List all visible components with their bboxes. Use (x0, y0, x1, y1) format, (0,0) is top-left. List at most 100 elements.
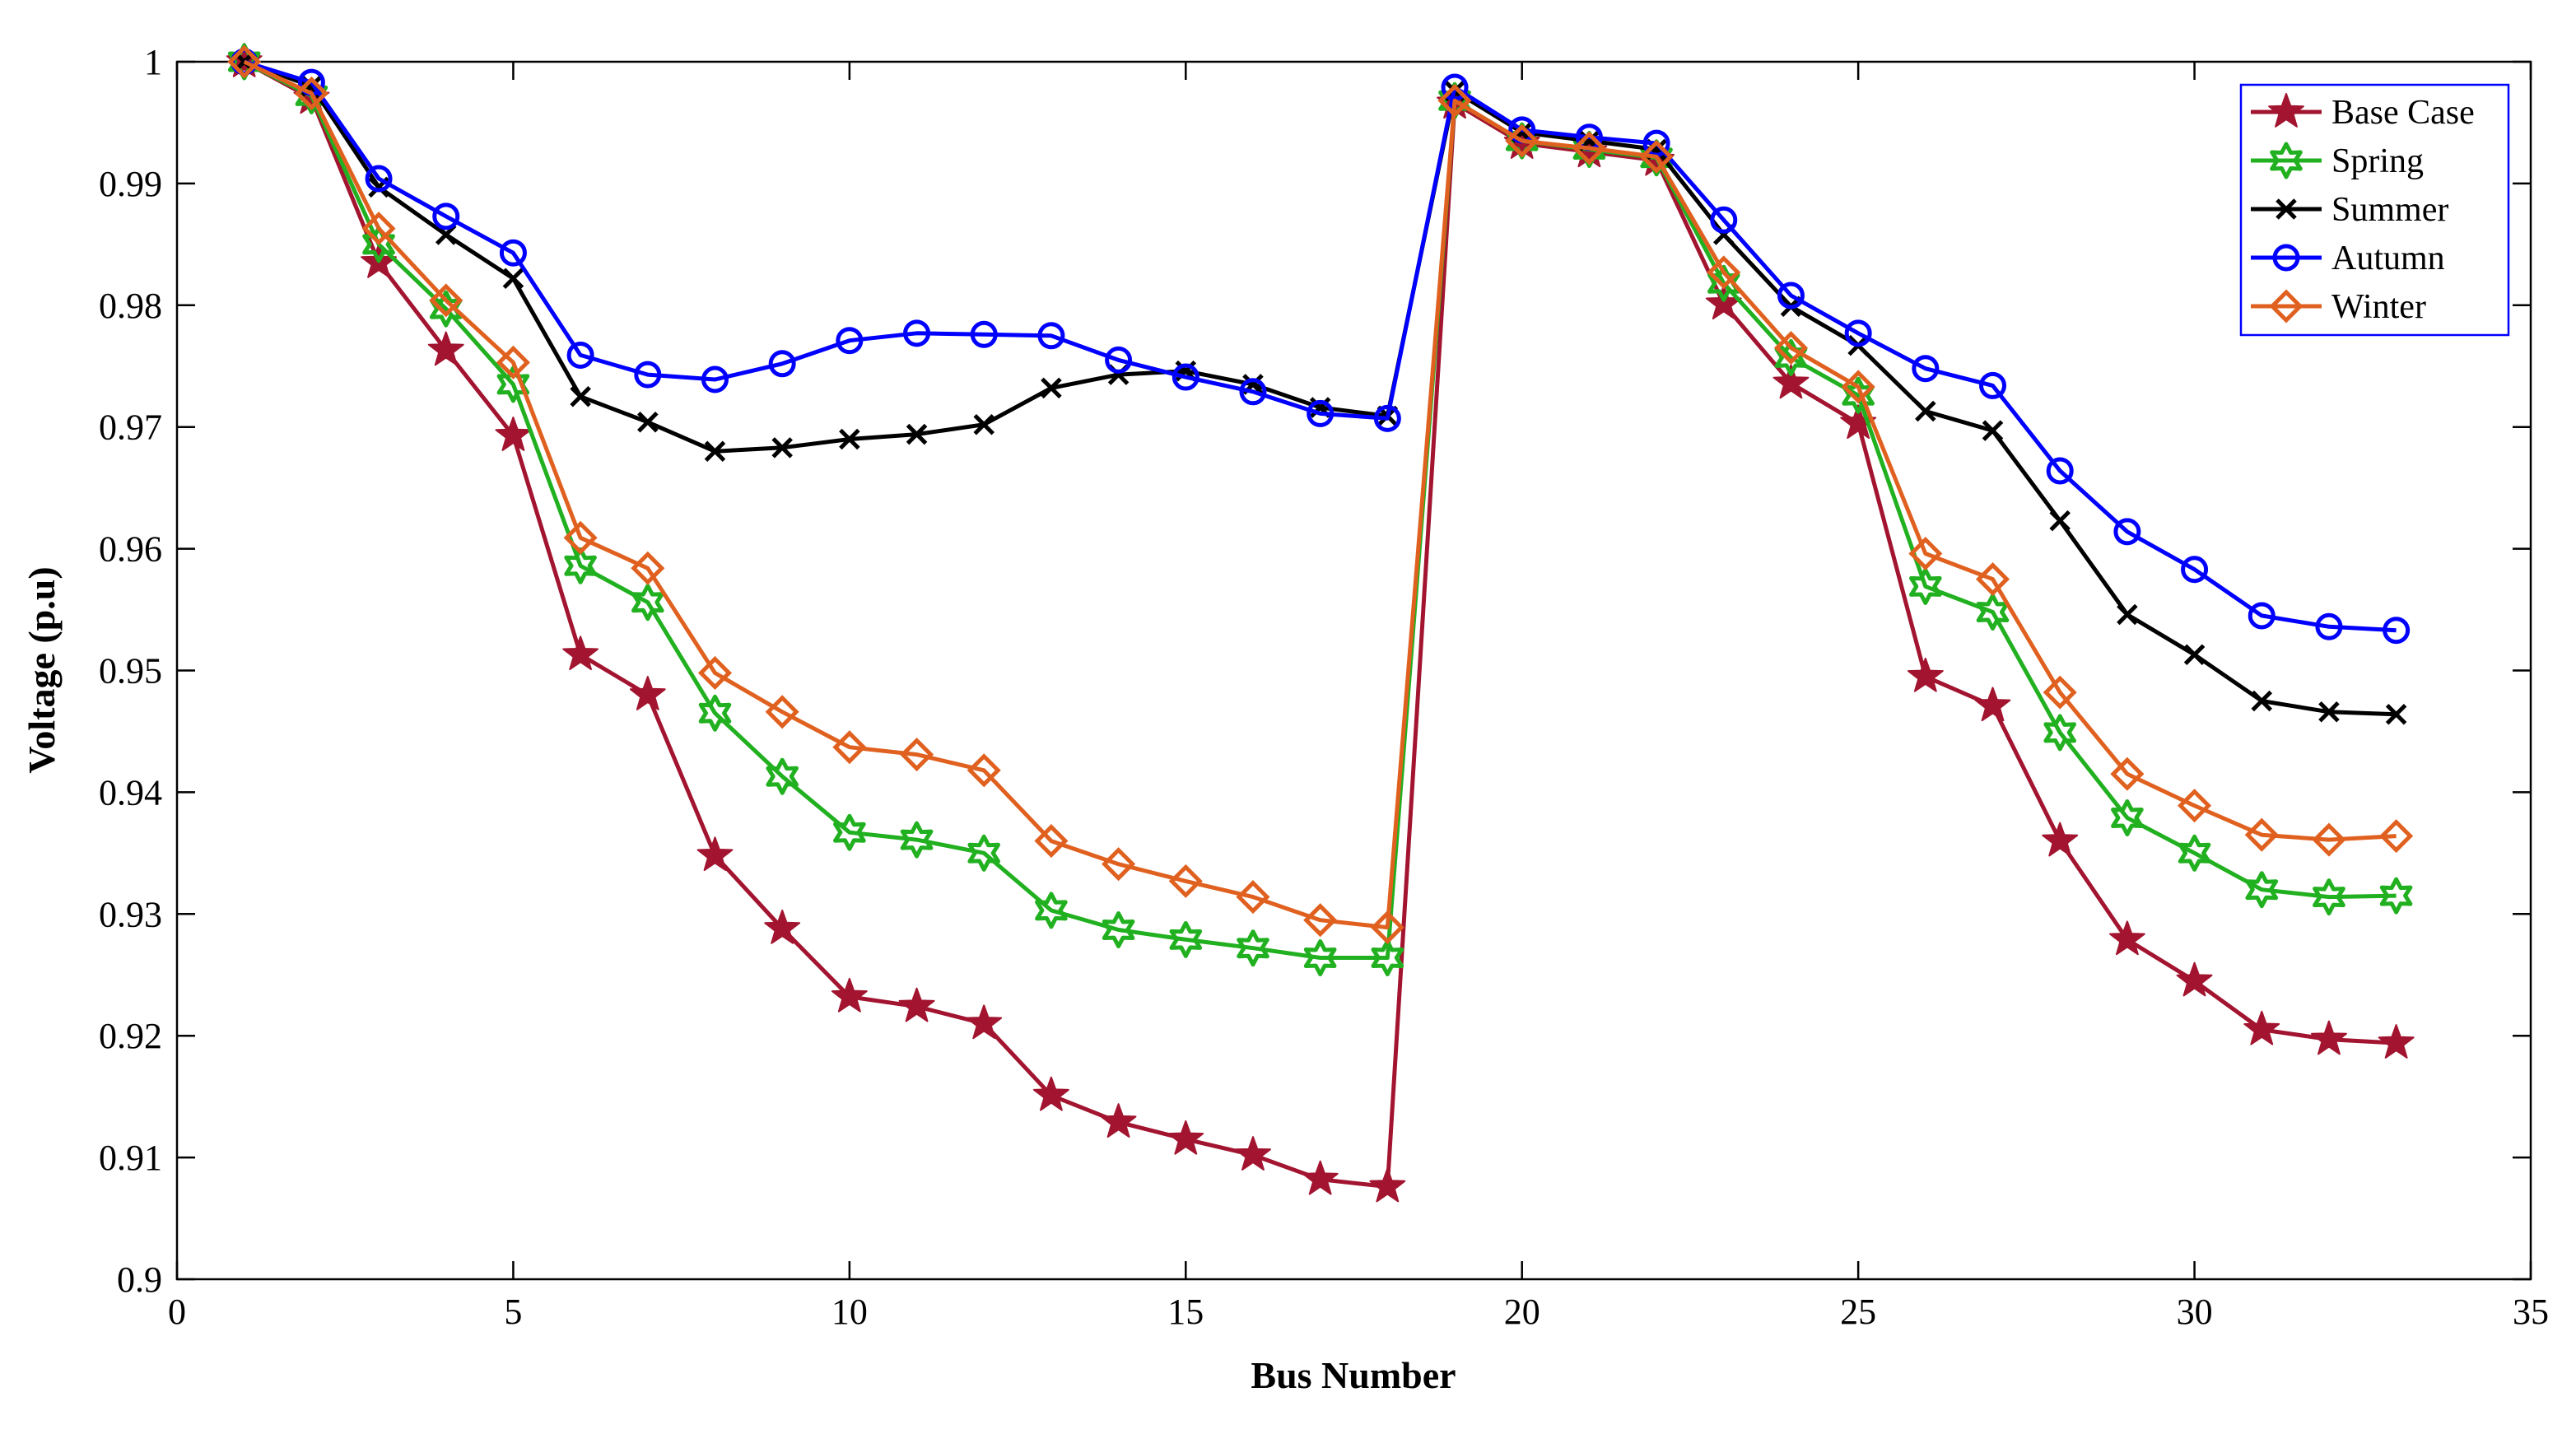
data-point (973, 413, 995, 435)
data-point (1639, 139, 1674, 174)
data-point (1975, 562, 2010, 597)
data-point (1909, 567, 1942, 605)
data-point (2245, 871, 2279, 909)
data-point (2379, 877, 2413, 915)
data-point (2176, 961, 2213, 997)
data-point (1974, 687, 2011, 722)
data-point (637, 412, 659, 433)
data-point (970, 320, 998, 348)
data-point (1912, 355, 1940, 383)
legend-marker (2272, 244, 2300, 272)
legend-entry: Spring (2251, 142, 2424, 180)
data-point (1572, 131, 1606, 165)
x-tick-label: 5 (504, 1292, 522, 1332)
data-point (227, 44, 262, 79)
data-point (1915, 400, 1936, 422)
data-point (2046, 457, 2074, 485)
legend-entry: Autumn (2251, 240, 2445, 277)
data-point (1041, 377, 1062, 399)
series-line (243, 59, 2397, 930)
x-axis-title: Bus Number (1251, 1354, 1456, 1396)
data-point (435, 224, 457, 245)
y-tick-label: 0.95 (99, 651, 162, 691)
data-point (495, 417, 532, 451)
legend-marker (2276, 198, 2297, 220)
data-point (570, 385, 591, 407)
legend-label: Autumn (2331, 240, 2445, 277)
data-point (1239, 378, 1267, 406)
data-point (1979, 371, 2007, 399)
data-point (2244, 817, 2279, 852)
y-axis: 0.9 0.91 0.92 0.93 0.94 0.95 0.96 0.97 0.98 0.99 1 (99, 42, 2531, 1300)
data-point (765, 695, 799, 729)
data-point (1908, 536, 1943, 571)
data-point (631, 551, 665, 585)
data-point (2178, 789, 2212, 823)
data-point (1237, 929, 1269, 967)
data-point (1033, 1076, 1069, 1111)
y-tick-label: 0.99 (99, 164, 162, 204)
data-point (696, 836, 734, 872)
y-tick-label: 0.94 (99, 772, 162, 812)
data-point (2385, 703, 2407, 725)
series-autumn (231, 48, 2411, 645)
x-axis: 0 5 10 15 20 25 30 35 (168, 62, 2549, 1332)
data-point (2183, 644, 2206, 666)
data-point (1773, 331, 1808, 365)
data-point (2113, 518, 2141, 546)
data-point (362, 226, 395, 263)
legend: Base Case Spring Summer Autumn Winter (2239, 83, 2510, 337)
data-point (2111, 799, 2144, 836)
data-point (839, 428, 860, 450)
y-tick-label: 1 (144, 42, 162, 82)
data-point (2110, 757, 2145, 791)
data-point (2042, 822, 2079, 857)
data-point (2318, 701, 2340, 723)
data-point (2383, 617, 2411, 645)
data-point (1844, 319, 1872, 347)
data-point (833, 813, 866, 851)
data-point (432, 203, 460, 230)
plot-area (175, 60, 2532, 1281)
data-point (1169, 920, 1203, 958)
data-point (1370, 910, 1404, 945)
data-point (502, 268, 524, 290)
x-tick-label: 25 (1840, 1292, 1876, 1332)
data-point (365, 165, 393, 193)
data-point (562, 636, 599, 671)
legend-entry: Winter (2251, 288, 2426, 326)
data-point (2049, 510, 2071, 532)
data-point (836, 327, 864, 355)
data-point (2109, 920, 2145, 956)
data-point (1437, 83, 1472, 118)
data-point (563, 520, 598, 555)
y-tick-label: 0.96 (99, 529, 162, 570)
data-point (1168, 864, 1203, 898)
y-axis-title: Voltage (p.u) (21, 566, 63, 773)
data-point (2243, 1010, 2280, 1045)
x-tick-label: 10 (831, 1292, 868, 1332)
data-point (1035, 892, 1068, 929)
data-point (771, 437, 793, 459)
data-point (766, 757, 799, 795)
legend-marker (2269, 289, 2303, 324)
y-tick-label: 0.97 (99, 407, 162, 448)
data-point (967, 753, 1001, 788)
data-point (499, 239, 527, 267)
data-point (2043, 714, 2076, 752)
data-point (764, 910, 801, 944)
data-point (1710, 206, 1738, 234)
data-point (429, 283, 463, 318)
data-point (1102, 911, 1135, 948)
series-line (243, 59, 2397, 960)
data-point (1772, 364, 1810, 399)
data-point (768, 350, 796, 378)
data-point (906, 423, 928, 445)
data-point (831, 977, 868, 1013)
data-point (2251, 690, 2273, 712)
legend-label: Base Case (2331, 94, 2475, 132)
data-point (2378, 1024, 2415, 1059)
data-point (903, 319, 931, 347)
data-point (704, 440, 726, 463)
data-point (2043, 675, 2077, 710)
